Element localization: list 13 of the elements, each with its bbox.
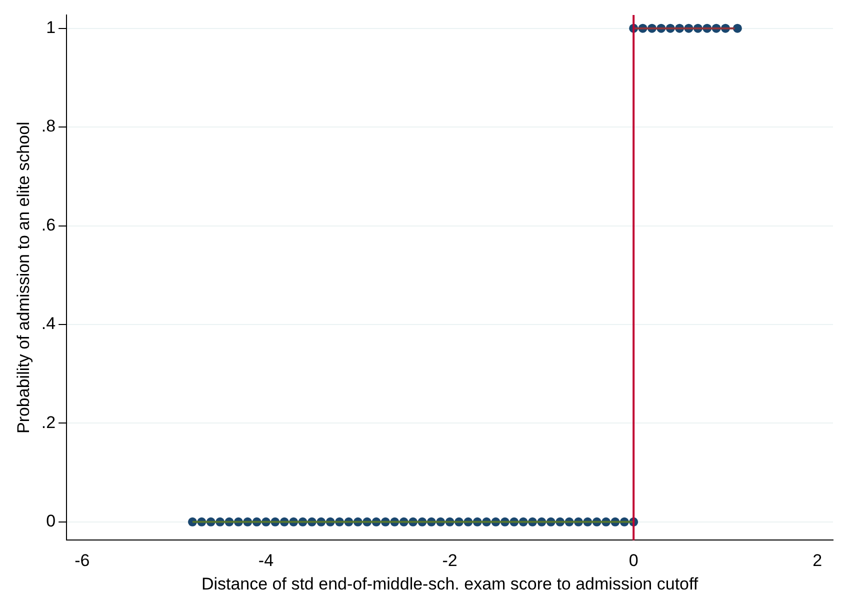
- y-tick-label: .6: [41, 215, 56, 234]
- x-tick-label: 2: [812, 551, 822, 570]
- x-tick-label: -4: [258, 551, 274, 570]
- x-tick-label: -6: [74, 551, 90, 570]
- x-tick-label: -2: [442, 551, 458, 570]
- y-tick-label: .8: [41, 116, 56, 136]
- x-axis-title: Distance of std end-of-middle-sch. exam score to admission cutoff: [201, 574, 698, 594]
- y-tick-label: .2: [41, 412, 56, 432]
- y-tick-label: 1: [46, 18, 56, 38]
- y-axis-title: Probability of admission to an elite school: [14, 122, 33, 434]
- x-tick-label: 0: [628, 551, 638, 570]
- y-tick-label: .4: [41, 314, 56, 334]
- y-tick-label: 0: [46, 512, 56, 531]
